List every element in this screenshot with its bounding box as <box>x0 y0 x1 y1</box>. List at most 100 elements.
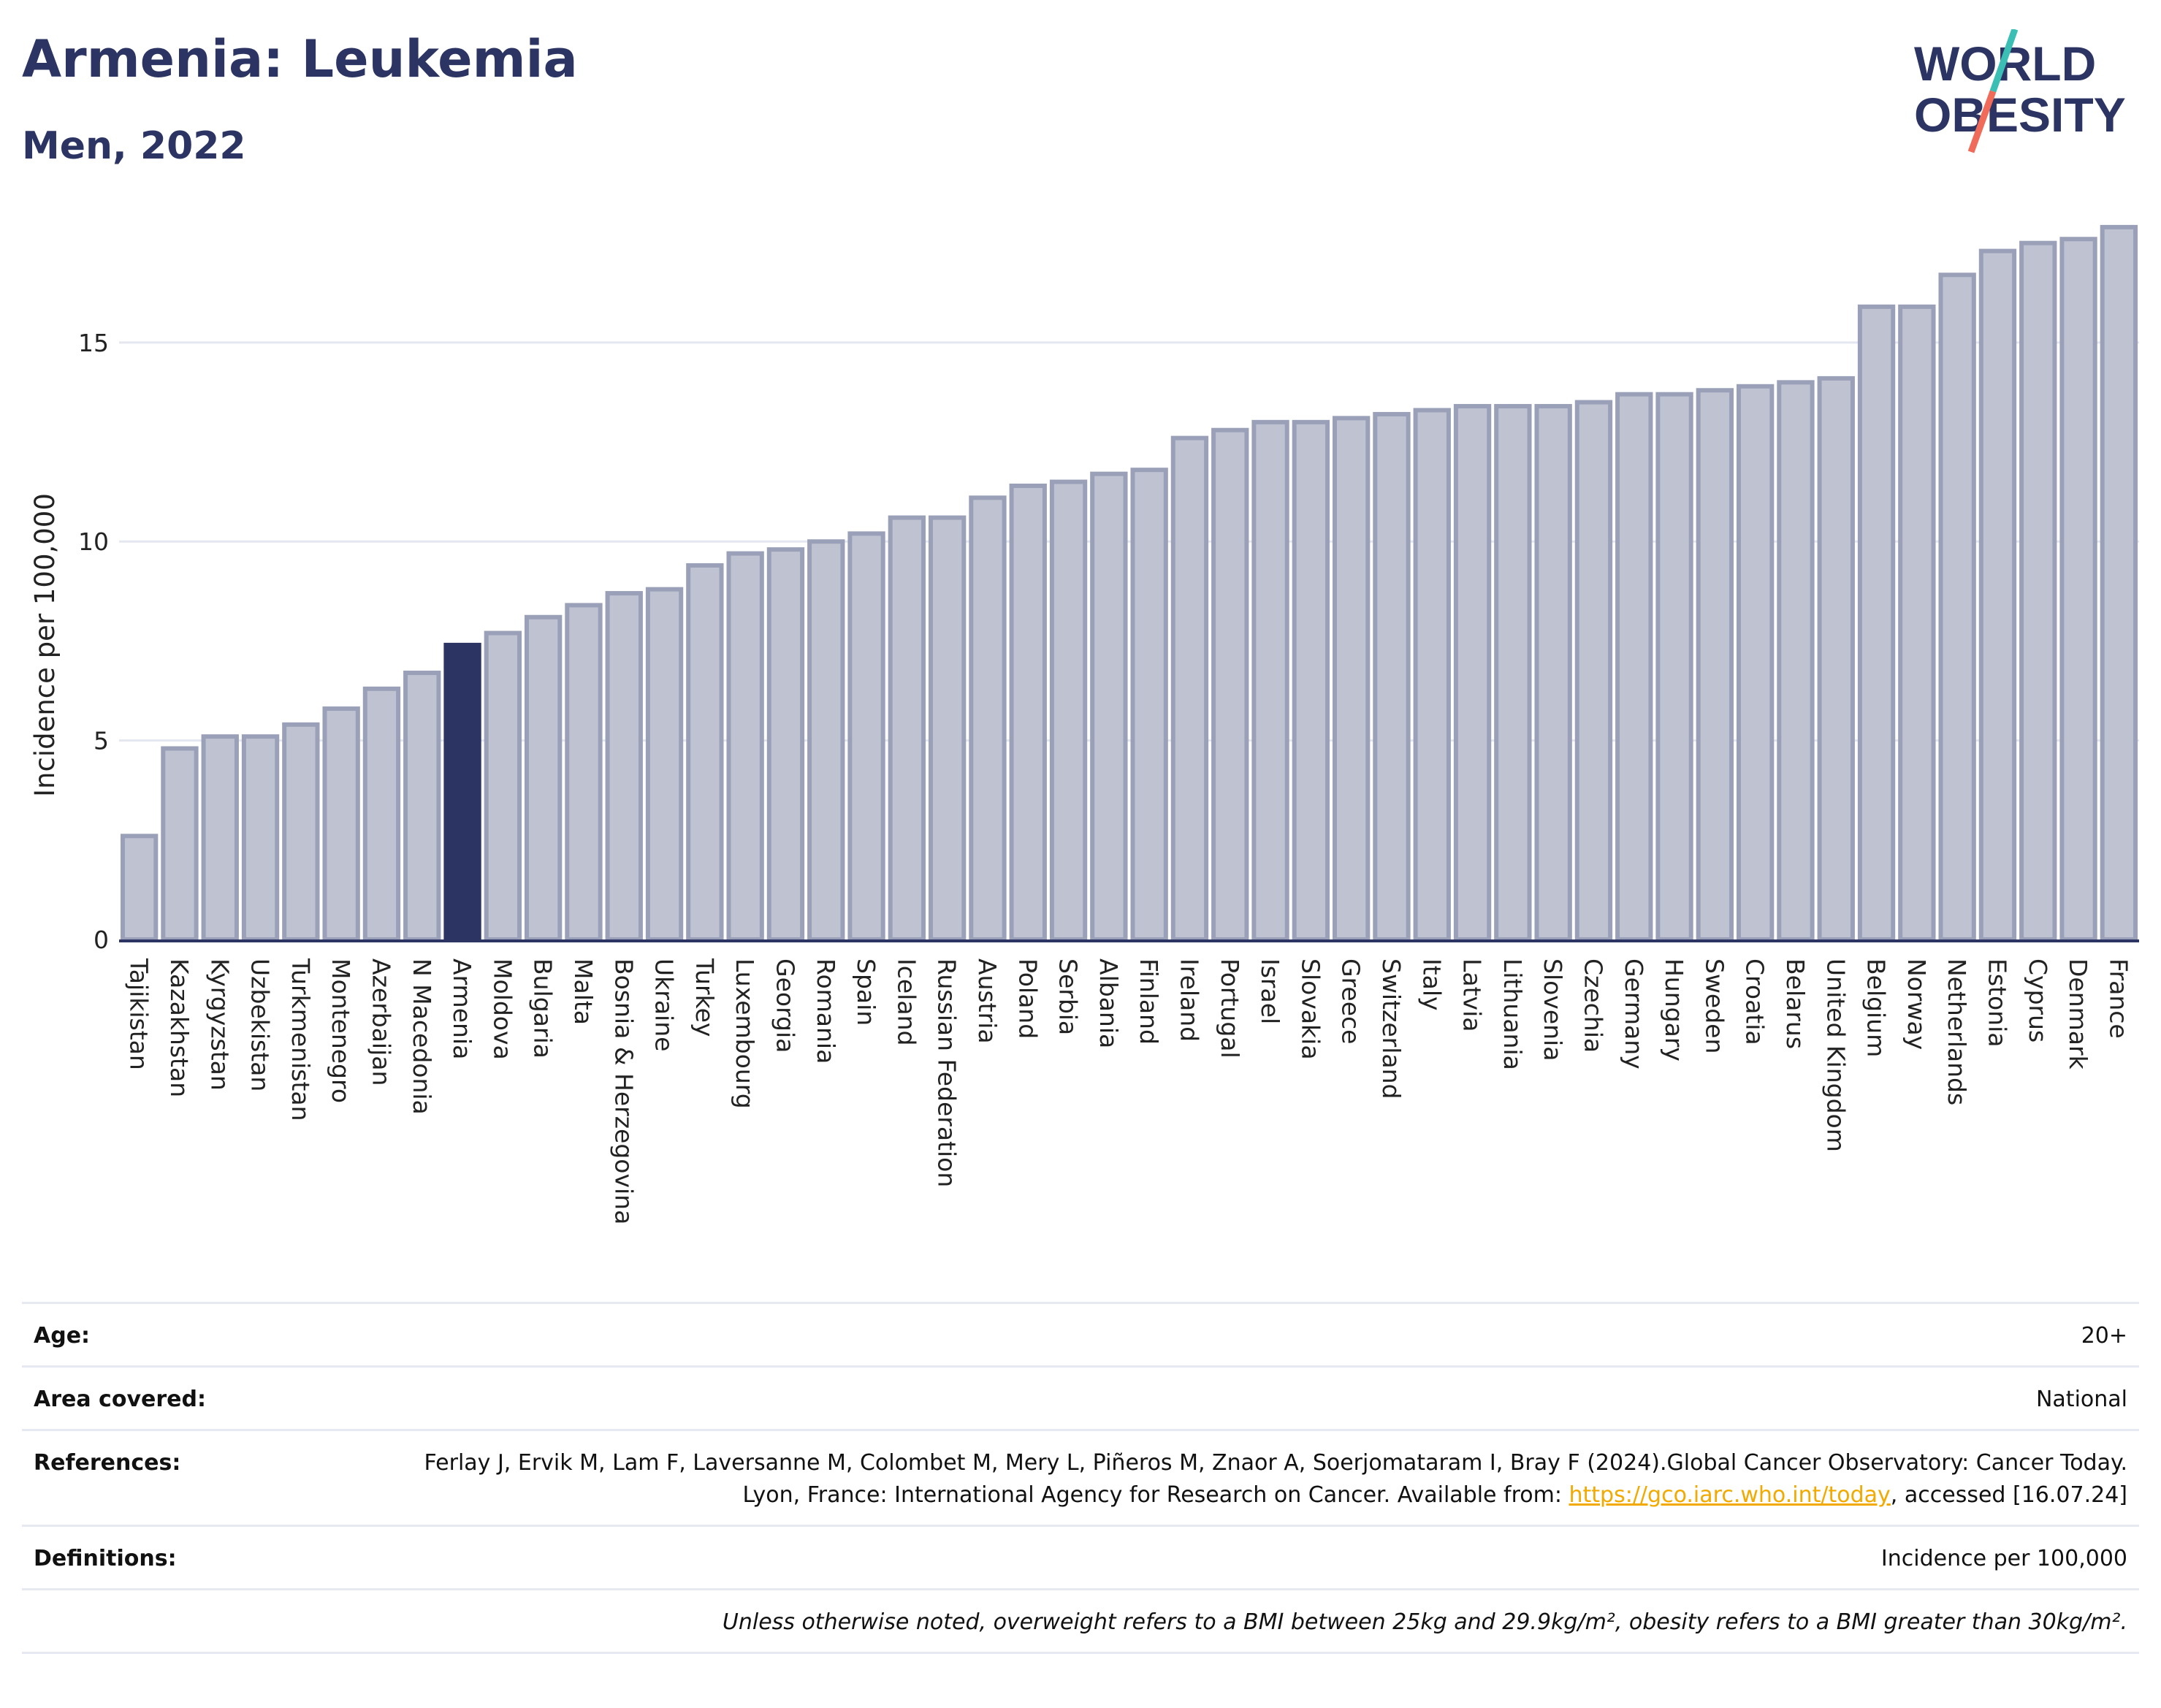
x-tick-label: Azerbaijan <box>367 958 395 1086</box>
bar-armenia <box>443 642 481 942</box>
bar-bosnia-herzegovina <box>605 591 643 942</box>
bar-italy <box>1413 408 1451 942</box>
x-tick-label: Georgia <box>771 958 799 1053</box>
info-table: Age: 20+ Area covered: National Referenc… <box>22 1302 2139 1654</box>
x-tick-label: Luxembourg <box>731 958 759 1109</box>
x-tick-label: Armenia <box>448 958 476 1059</box>
x-tick-label: Ukraine <box>650 958 679 1051</box>
references-accessed: , accessed [16.07.24] <box>1890 1482 2127 1508</box>
x-tick-label: Serbia <box>1054 958 1083 1035</box>
y-axis-ticks: 0 5 10 15 <box>78 329 109 954</box>
x-tick-label: Slovakia <box>1296 958 1325 1060</box>
x-tick-label: Belarus <box>1781 958 1810 1049</box>
bar-serbia <box>1049 479 1088 942</box>
x-tick-label: United Kingdom <box>1821 958 1850 1152</box>
bar-slovenia <box>1534 404 1572 942</box>
y-tick-label: 15 <box>78 329 109 357</box>
bar-malta <box>565 603 603 942</box>
bar-azerbaijan <box>362 686 401 942</box>
bar-switzerland <box>1373 411 1411 942</box>
bar-tajikistan <box>120 834 159 942</box>
x-tick-label: Finland <box>1135 958 1163 1045</box>
x-tick-label: Moldova <box>488 958 517 1060</box>
x-tick-label: Denmark <box>2064 958 2092 1070</box>
bar-poland <box>1009 483 1047 942</box>
x-tick-label: Croatia <box>1741 958 1769 1045</box>
logo-line2: OBESITY <box>1914 88 2126 142</box>
bar-france <box>2100 224 2138 942</box>
x-tick-label: Ireland <box>1175 958 1203 1042</box>
bar-moldova <box>484 630 522 942</box>
x-tick-label: Montenegro <box>327 958 355 1103</box>
bar-slovakia <box>1292 419 1330 942</box>
y-tick-label: 0 <box>94 926 109 954</box>
bar-uzbekistan <box>241 734 280 942</box>
info-row-note: Unless otherwise noted, overweight refer… <box>22 1588 2139 1654</box>
bar-netherlands <box>1938 272 1976 942</box>
age-value: 20+ <box>2081 1323 2127 1349</box>
x-tick-label: Poland <box>1013 958 1042 1039</box>
bar-turkmenistan <box>282 722 320 942</box>
x-tick-label: Bulgaria <box>529 958 557 1059</box>
x-tick-label: Iceland <box>892 958 921 1045</box>
bar-russian-federation <box>928 515 967 942</box>
bar-norway <box>1898 304 1936 942</box>
bar-cyprus <box>2019 240 2057 942</box>
bar-albania <box>1090 471 1128 942</box>
info-row-references: References: Ferlay J, Ervik M, Lam F, La… <box>22 1429 2139 1525</box>
x-tick-label: Turkey <box>690 958 719 1037</box>
x-axis-ticks: Tajikistan Kazakhstan Kyrgyzstan Uzbekistan… <box>125 958 2133 1224</box>
x-tick-label: Sweden <box>1700 958 1729 1053</box>
x-tick-label: Lithuania <box>1498 958 1527 1070</box>
x-tick-label: Kyrgyzstan <box>205 958 234 1091</box>
x-tick-label: Russian Federation <box>933 958 961 1187</box>
x-tick-label: Greece <box>1337 958 1365 1044</box>
area-label: Area covered: <box>34 1387 206 1412</box>
page-title: Armenia: Leukemia <box>22 29 578 89</box>
y-tick-label: 5 <box>94 727 109 755</box>
y-axis-label: Incidence per 100,000 <box>29 493 61 797</box>
x-tick-label: Netherlands <box>1943 958 1971 1105</box>
info-row-area: Area covered: National <box>22 1365 2139 1429</box>
bar-belgium <box>1857 304 1896 942</box>
x-tick-label: Germany <box>1620 958 1648 1070</box>
bar-hungary <box>1655 392 1693 942</box>
x-tick-label: Czechia <box>1579 958 1607 1053</box>
bar-ireland <box>1170 435 1209 942</box>
bar-portugal <box>1211 427 1249 942</box>
x-tick-label: Spain <box>852 958 880 1026</box>
bar-denmark <box>2059 237 2097 942</box>
x-tick-label: Kazakhstan <box>165 958 194 1097</box>
chart-bars <box>120 224 2138 942</box>
bar-croatia <box>1736 384 1775 942</box>
references-link[interactable]: https://gco.iarc.who.int/today <box>1569 1482 1891 1508</box>
bar-israel <box>1251 419 1289 942</box>
x-tick-label: Cyprus <box>2024 958 2052 1042</box>
references-value: Ferlay J, Ervik M, Lam F, Laversanne M, … <box>411 1447 2127 1511</box>
x-tick-label: Italy <box>1417 958 1446 1011</box>
bar-estonia <box>1978 248 2017 942</box>
bar-ukraine <box>645 587 684 942</box>
bar-belarus <box>1777 380 1815 942</box>
bar-iceland <box>888 515 926 942</box>
info-row-age: Age: 20+ <box>22 1302 2139 1365</box>
x-tick-label: Israel <box>1256 958 1284 1024</box>
bmi-note: Unless otherwise noted, overweight refer… <box>722 1609 2127 1635</box>
x-tick-label: Norway <box>1902 958 1931 1050</box>
x-tick-label: Tajikistan <box>125 958 153 1070</box>
bar-sweden <box>1696 388 1734 942</box>
bar-n-macedonia <box>403 671 441 942</box>
world-obesity-logo: WORLD OBESITY <box>1914 29 2126 153</box>
bar-kyrgyzstan <box>201 734 239 942</box>
x-tick-label: Bosnia & Herzegovina <box>609 958 638 1224</box>
x-tick-label: Latvia <box>1458 958 1487 1032</box>
x-tick-label: Austria <box>973 958 1002 1044</box>
definitions-label: Definitions: <box>34 1546 177 1571</box>
y-tick-label: 10 <box>78 527 109 556</box>
bar-montenegro <box>322 706 360 942</box>
references-label: References: <box>34 1450 181 1476</box>
age-label: Age: <box>34 1323 91 1349</box>
definitions-value: Incidence per 100,000 <box>1880 1546 2127 1571</box>
x-tick-label: Romania <box>812 958 840 1064</box>
x-tick-label: Slovenia <box>1539 958 1567 1061</box>
